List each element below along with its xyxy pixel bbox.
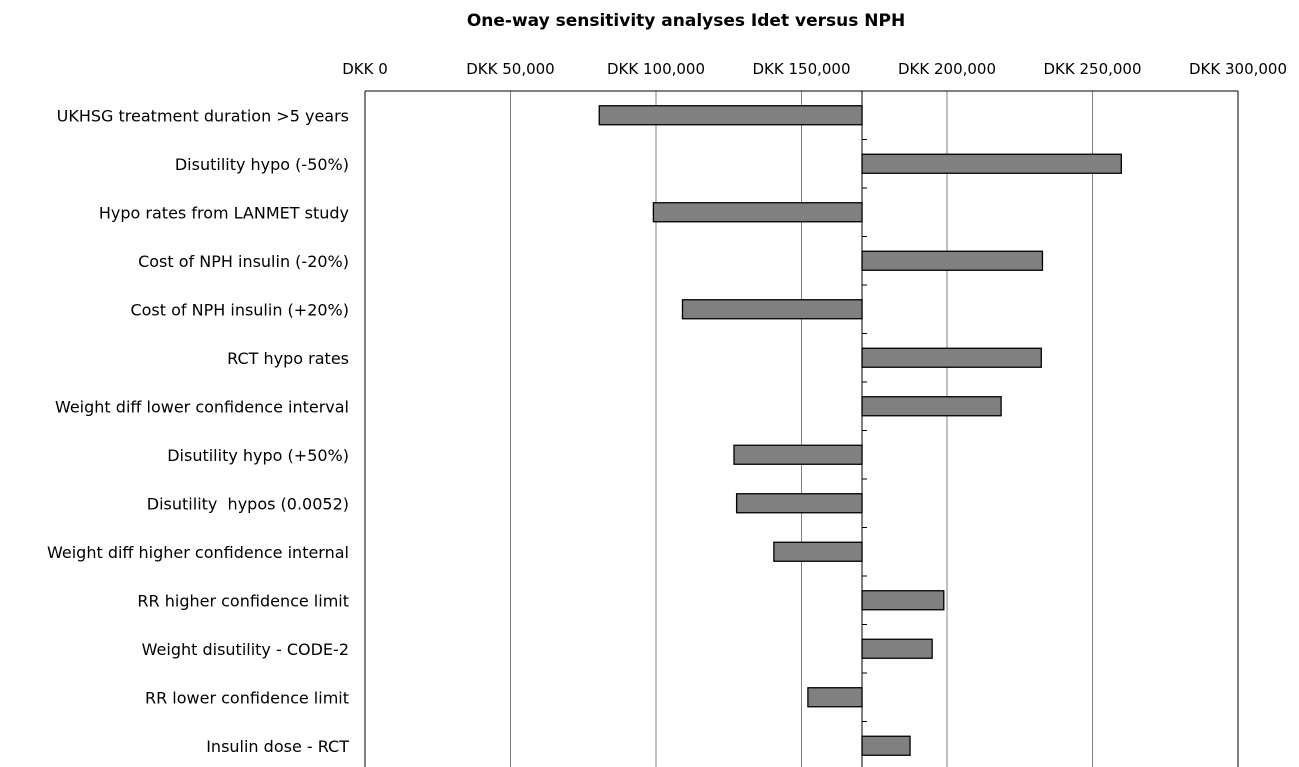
x-tick-label: DKK 0 [342, 60, 388, 78]
bar [861, 250, 1044, 271]
bar [861, 638, 933, 659]
category-label: Weight diff lower confidence interval [55, 397, 349, 416]
category-label: Disutility hypo (+50%) [167, 446, 349, 465]
category-label: Disutility hypos (0.0052) [147, 494, 349, 513]
x-tick-label: DKK 300,000 [1189, 60, 1287, 78]
bar [735, 493, 863, 514]
bar [861, 347, 1042, 368]
bar [861, 735, 911, 756]
category-label: Cost of NPH insulin (-20%) [138, 252, 349, 271]
category-label: Weight disutility - CODE-2 [142, 640, 349, 659]
x-tick-label: DKK 50,000 [466, 60, 554, 78]
bar [861, 590, 945, 611]
bar [861, 396, 1002, 417]
category-label: UKHSG treatment duration >5 years [57, 106, 349, 125]
category-label: Hypo rates from LANMET study [99, 203, 349, 222]
category-label: RR lower confidence limit [145, 688, 349, 707]
bar [733, 444, 863, 465]
x-tick-label: DKK 200,000 [898, 60, 996, 78]
bar [807, 687, 863, 708]
axes [364, 90, 1239, 767]
category-label: RR higher confidence limit [137, 591, 349, 610]
bar [598, 105, 863, 126]
category-label: Insulin dose - RCT [206, 737, 349, 756]
chart-title: One-way sensitivity analyses Idet versus… [467, 11, 905, 31]
gridlines [510, 91, 1093, 767]
x-tick-label: DKK 250,000 [1043, 60, 1141, 78]
category-label: Disutility hypo (-50%) [175, 155, 349, 174]
x-tick-label: DKK 100,000 [607, 60, 705, 78]
bar [681, 299, 863, 320]
category-label: Weight diff higher confidence internal [47, 543, 349, 562]
bar [652, 202, 863, 223]
bars [598, 105, 1122, 756]
category-labels: UKHSG treatment duration >5 years Disutil… [47, 106, 349, 756]
x-tick-labels: DKK 0 DKK 50,000 DKK 100,000 DKK 150,000 DKK… [342, 60, 1287, 78]
bar [773, 541, 863, 562]
category-label: Cost of NPH insulin (+20%) [130, 300, 349, 319]
x-tick-label: DKK 150,000 [752, 60, 850, 78]
category-label: RCT hypo rates [227, 349, 349, 368]
bar [861, 153, 1122, 174]
